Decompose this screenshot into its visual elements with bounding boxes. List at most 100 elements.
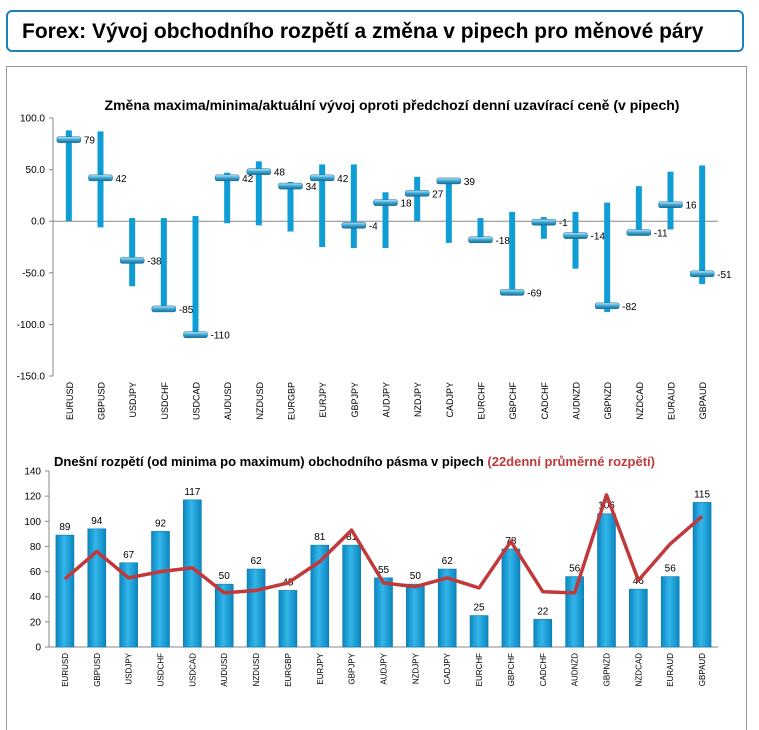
chart1-range-bar	[509, 211, 516, 296]
chart1-x-tick-label: EURGBP	[287, 382, 297, 420]
chart2-y-tick-label: 80	[30, 542, 42, 553]
chart2-x-tick-label: AUDJPY	[380, 652, 389, 684]
chart2-bar	[246, 568, 266, 648]
chart1-data-label: 18	[401, 199, 413, 210]
chart1-range-bar	[635, 186, 642, 235]
chart1-data-label: 39	[464, 177, 476, 188]
chart2-x-tick-label: NZDJPY	[411, 652, 420, 684]
chart2-bar	[374, 577, 393, 648]
chart2-data-label: 55	[378, 565, 390, 576]
chart2-y-tick-label: 140	[24, 467, 41, 478]
chart2-data-label: 67	[123, 550, 135, 561]
chart1-data-label: 27	[432, 189, 444, 200]
chart2-data-label: 81	[346, 532, 358, 543]
chart1-current-marker	[531, 218, 557, 226]
chart1-data-label: 42	[116, 174, 128, 185]
chart1-current-marker	[499, 289, 525, 296]
chart2-data-label: 81	[314, 532, 326, 543]
chart1-data-label: -1	[559, 218, 568, 229]
chart1-range-bar	[160, 218, 167, 309]
chart1-x-tick-label: AUDUSD	[223, 382, 233, 421]
chart1-current-marker	[594, 302, 620, 310]
chart1-range-bar	[699, 165, 706, 285]
chart1-x-tick-label: EURUSD	[65, 382, 75, 421]
chart1-range-bar	[604, 202, 611, 313]
chart2-data-label: 50	[219, 571, 231, 582]
chart1-data-label: -14	[591, 232, 606, 243]
chart1-data-label: -18	[496, 236, 511, 247]
chart2-bar	[55, 534, 75, 648]
chart1-x-tick-label: EURJPY	[318, 382, 328, 418]
chart1-current-marker	[183, 331, 208, 338]
chart2-average-line	[63, 493, 704, 595]
chart1-range-bar	[287, 181, 294, 232]
chart2-bar	[214, 583, 234, 648]
chart2-data-label: 94	[91, 516, 103, 527]
chart2-bar	[278, 590, 298, 648]
chart2-data-label: 56	[569, 564, 581, 575]
chart2-x-tick-label: GBPJPY	[348, 652, 357, 684]
chart1-current-marker	[341, 222, 367, 229]
chart1-x-tick-label: EURAUD	[667, 382, 677, 421]
chart1-data-label: 16	[686, 201, 698, 212]
chart2-bar	[660, 576, 680, 648]
chart1-data-label: -38	[147, 256, 162, 267]
chart1-current-marker	[119, 257, 145, 264]
chart2-title: Dnešní rozpětí (od minima po maximum) ob…	[54, 454, 655, 469]
chart1-current-marker	[689, 270, 715, 278]
chart1-range-bar	[667, 171, 674, 230]
chart1-x-tick-label: CADCHF	[540, 381, 550, 419]
chart2-y-tick-label: 0	[35, 643, 41, 654]
chart1-data-label: 42	[242, 174, 254, 185]
chart2-x-tick-label: GBPCHF	[507, 653, 516, 686]
chart1-y-tick-label: -100.0	[17, 320, 46, 331]
chart1-x-tick-label: NZDUSD	[255, 382, 265, 420]
chart2-x-tick-label: GBPAUD	[698, 653, 707, 686]
chart2-data-label: 62	[251, 556, 263, 567]
chart2-data-label: 56	[665, 564, 677, 575]
chart2-bar	[533, 619, 553, 648]
chart2-x-tick-label: EURGBP	[284, 653, 293, 687]
chart2-x-tick-label: EURCHF	[475, 653, 484, 686]
chart2-x-tick-label: USDCHF	[157, 653, 166, 686]
chart1-data-label: -69	[527, 288, 542, 299]
chart1-x-tick-label: USDCHF	[160, 381, 170, 419]
chart2-x-tick-label: EURAUD	[666, 653, 675, 687]
chart2-data-label: 92	[155, 518, 167, 529]
chart2-data-label: 106	[598, 501, 615, 512]
chart2-bar	[406, 583, 425, 648]
chart1-current-marker	[404, 190, 430, 197]
chart1-range-bar	[350, 164, 357, 249]
chart2-x-tick-label: GBPNZD	[603, 653, 612, 687]
chart1-current-marker	[468, 236, 493, 244]
chart1-y-tick-label: 0.0	[31, 217, 45, 228]
chart2-x-tick-label: NZDUSD	[252, 653, 261, 687]
chart2-x-tick-label: GBPUSD	[93, 653, 102, 687]
chart2-bar	[629, 588, 648, 648]
chart2-data-label: 22	[537, 606, 549, 617]
chart1-current-marker	[436, 177, 462, 185]
chart1-current-marker	[373, 199, 398, 206]
chart2-bar	[342, 544, 361, 648]
chart1-x-tick-label: USDCAD	[192, 382, 202, 421]
header-box: Forex: Vývoj obchodního rozpětí a změna …	[6, 10, 744, 52]
chart1-range-bar	[445, 178, 452, 243]
chart2-data-label: 117	[184, 487, 200, 498]
chart2-data-label: 62	[442, 556, 454, 567]
chart1-title: Změna maxima/minima/aktuální vývoj oprot…	[105, 97, 680, 113]
chart2-bar	[310, 544, 330, 648]
chart1-x-tick-label: GBPAUD	[698, 382, 708, 420]
chart1-range-bar	[414, 176, 421, 222]
chart1-range-bar	[540, 217, 547, 239]
chart1-range-bar	[65, 130, 72, 222]
chart1-x-tick-label: GBPJPY	[350, 382, 360, 418]
chart2-data-label: 89	[59, 522, 71, 533]
chart1-range-bar	[477, 218, 484, 242]
chart1-current-marker	[246, 168, 272, 175]
chart1-data-label: -11	[654, 229, 668, 240]
chart2-y-tick-label: 60	[30, 567, 42, 578]
chart1-range-bar	[572, 211, 579, 269]
chart2-title-main: Dnešní rozpětí (od minima po maximum) ob…	[54, 454, 484, 469]
chart2-bar	[87, 528, 107, 648]
